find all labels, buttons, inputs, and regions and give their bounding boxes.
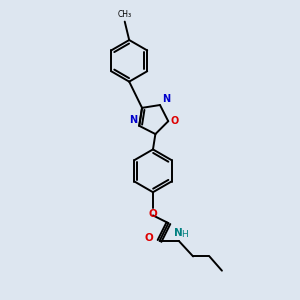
Text: O: O <box>148 209 157 219</box>
Text: N: N <box>129 115 137 124</box>
Text: N: N <box>162 94 170 104</box>
Text: O: O <box>171 116 179 126</box>
Text: N: N <box>174 228 183 238</box>
Text: H: H <box>181 230 188 238</box>
Text: CH₃: CH₃ <box>118 10 132 19</box>
Text: O: O <box>144 233 153 243</box>
